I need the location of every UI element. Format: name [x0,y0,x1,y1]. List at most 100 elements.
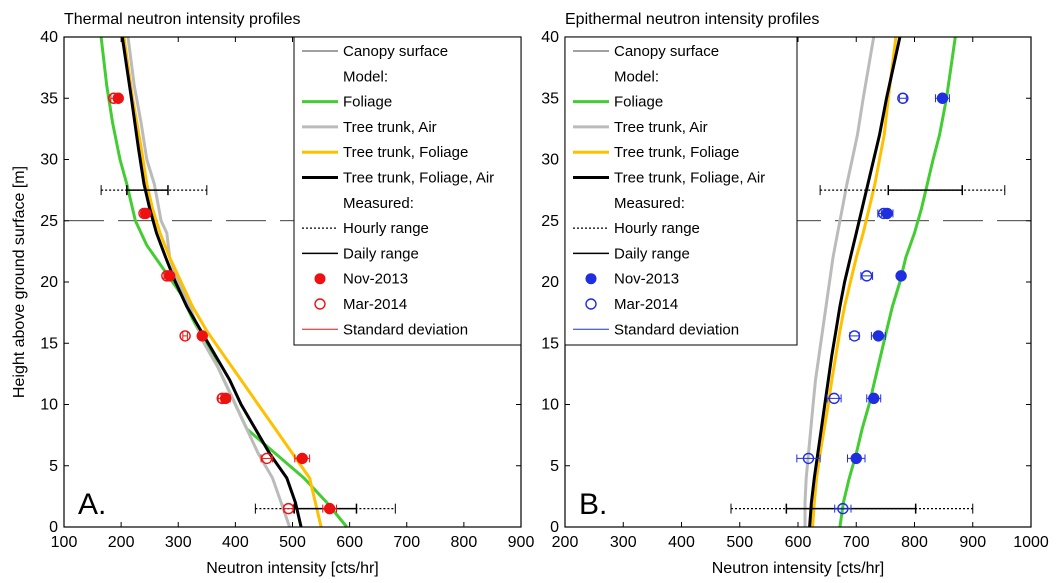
legend-swatch-nov [314,273,326,285]
point-mar-2014 [802,452,815,465]
y-tick-label: 10 [40,397,58,414]
y-tick-label: 35 [40,90,58,107]
legend-label: Model: [343,68,388,85]
legend-label: Measured: [614,195,685,212]
panel-letter: B. [579,488,607,521]
y-tick-label: 15 [541,335,559,352]
legend-label: Nov-2013 [614,271,679,288]
legend-label: Model: [614,68,659,85]
point-mar-2014 [261,452,273,465]
y-tick-label: 20 [40,274,58,291]
x-tick-label: 500 [279,534,306,551]
panel-title: Thermal neutron intensity profiles [64,11,301,28]
point-nov-2013 [881,207,893,220]
point-mar-2014 [179,330,191,342]
point-nov-2013 [219,392,232,405]
x-tick-label: 600 [785,534,812,551]
legend-label: Standard deviation [614,321,739,338]
x-tick-label: 600 [336,534,363,551]
x-tick-label: 400 [668,534,695,551]
legend-swatch-mar [314,298,326,310]
x-tick-label: 400 [222,534,249,551]
x-tick-label: 700 [393,534,420,551]
legend-swatch-nov [585,273,597,285]
y-tick-label: 25 [541,213,559,230]
point-nov-2013 [323,502,336,515]
legend-label: Standard deviation [343,321,468,338]
legend-label: Measured: [343,195,414,212]
x-axis-label: Neutron intensity [cts/hr] [712,560,885,577]
point-nov-2013 [296,452,308,465]
legend: Canopy surface Model: Foliage Tree trunk, A… [293,36,522,346]
point-nov-2013 [112,92,124,104]
legend-label: Nov-2013 [343,271,408,288]
legend-swatch-mar [585,298,597,310]
point-mar-2014 [897,92,909,104]
y-tick-label: 40 [541,29,559,46]
legend-label: Canopy surface [343,43,448,60]
panel-title: Epithermal neutron intensity profiles [565,11,819,28]
legend-label: Daily range [614,245,690,262]
x-tick-label: 800 [901,534,928,551]
y-axis-label: Height above ground surface [m] [11,166,28,398]
legend-label: Tree trunk, Foliage [343,144,468,161]
x-tick-label: 100 [51,534,78,551]
point-mar-2014 [837,502,849,515]
y-tick-label: 25 [40,213,58,230]
series-line-tree-trunk-foliage [122,36,323,528]
legend-label: Tree trunk, Air [614,119,708,136]
legend-box [293,36,522,346]
legend: Canopy surface Model: Foliage Tree trunk, A… [564,36,798,346]
point-nov-2013 [196,330,208,342]
series-line-tree-trunk-foliage-air [808,36,902,528]
legend-label: Hourly range [343,220,429,237]
point-nov-2013 [850,452,862,465]
legend-label: Daily range [343,245,419,262]
legend-label: Tree trunk, Air [343,119,437,136]
y-tick-label: 0 [49,519,58,536]
y-tick-label: 30 [541,152,559,169]
point-mar-2014 [848,330,861,342]
legend-label: Foliage [614,94,663,111]
x-tick-label: 300 [610,534,637,551]
panel-epithermal: 200 300 400 500 600 700 800 900 1000 0 5 10 15 20 25 30… [541,11,1049,577]
x-tick-label: 200 [108,534,135,551]
series-line-tree-trunk-foliage [811,36,898,528]
x-tick-label: 200 [552,534,579,551]
x-tick-label: 300 [165,534,192,551]
x-tick-label: 1000 [1013,534,1049,551]
y-tick-label: 0 [550,519,559,536]
x-axis-label: Neutron intensity [cts/hr] [206,560,379,577]
point-mar-2014 [861,270,873,282]
legend-label: Tree trunk, Foliage, Air [343,170,494,187]
legend-box [564,36,798,346]
legend-label: Foliage [343,94,392,111]
point-nov-2013 [139,207,152,220]
y-tick-label: 20 [541,274,559,291]
y-tick-label: 40 [40,29,58,46]
legend-label: Tree trunk, Foliage, Air [614,170,765,187]
point-mar-2014 [828,392,840,405]
x-tick-label: 900 [959,534,986,551]
panel-thermal: 100 200 300 400 500 600 700 800 900 0 5 10 15 20 25 30 3… [11,11,534,577]
legend-label: Tree trunk, Foliage [614,144,739,161]
x-tick-label: 800 [451,534,478,551]
x-tick-label: 500 [726,534,753,551]
panel-letter: A. [78,488,106,521]
point-nov-2013 [868,392,880,405]
y-tick-label: 30 [40,152,58,169]
legend-label: Mar-2014 [343,296,407,313]
legend-label: Canopy surface [614,43,719,60]
point-mar-2014 [282,502,295,515]
point-nov-2013 [895,270,907,282]
x-tick-label: 700 [843,534,870,551]
point-nov-2013 [163,270,176,282]
x-tick-label: 900 [508,534,535,551]
legend-label: Hourly range [614,220,700,237]
y-tick-label: 10 [541,397,559,414]
y-tick-label: 5 [550,458,559,475]
legend-label: Mar-2014 [614,296,678,313]
y-tick-label: 15 [40,335,58,352]
y-tick-label: 5 [49,458,58,475]
